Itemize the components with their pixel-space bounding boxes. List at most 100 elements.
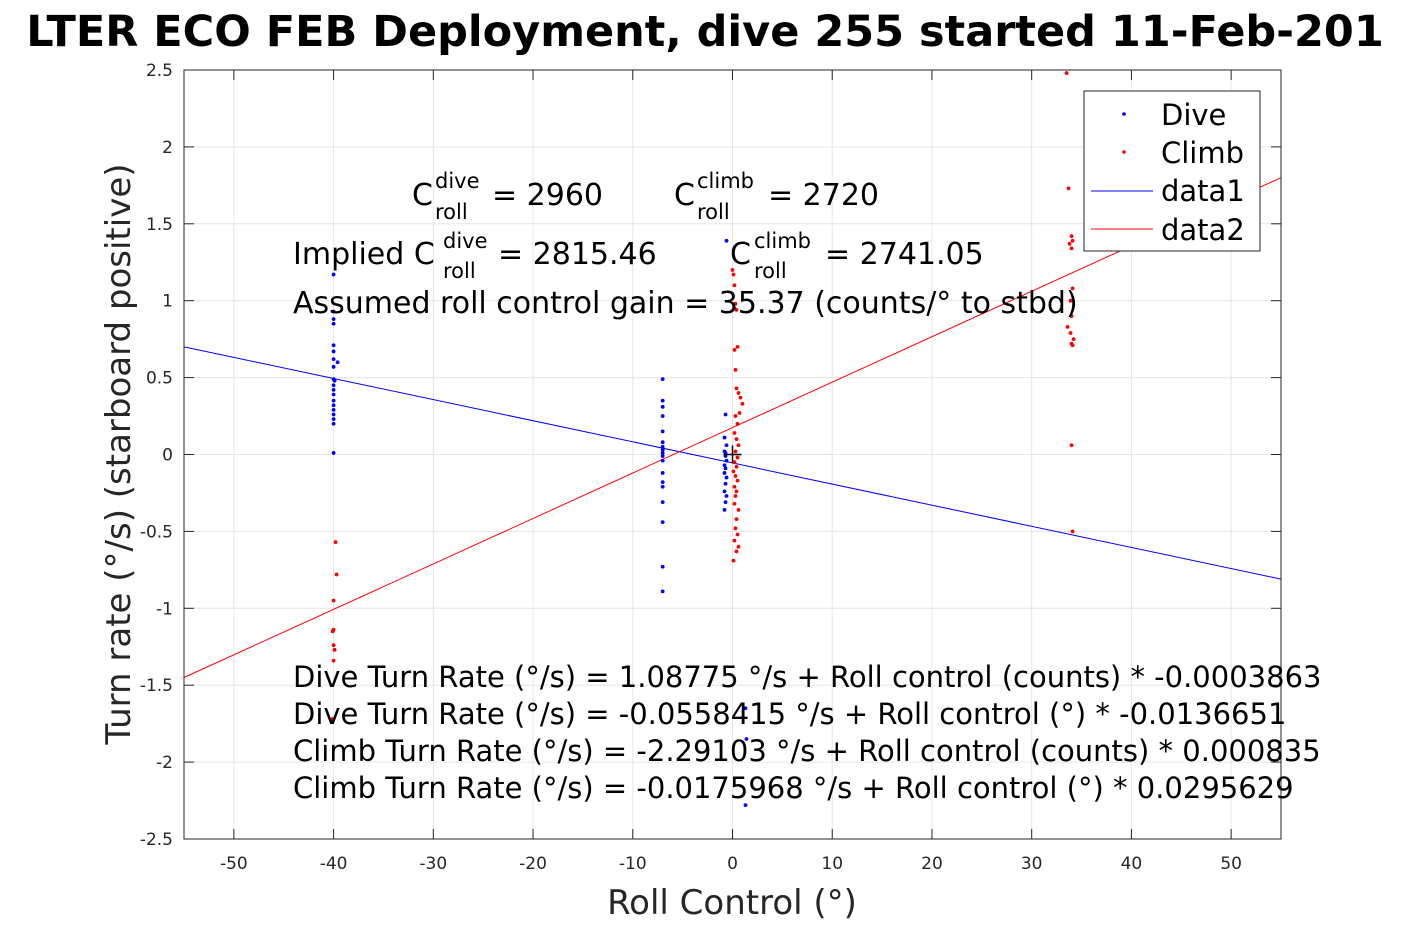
legend-box — [1083, 90, 1261, 252]
point-climb — [732, 538, 737, 543]
point-climb — [1070, 343, 1075, 348]
point-dive — [331, 407, 336, 412]
point-dive — [331, 392, 336, 397]
point-dive — [660, 414, 665, 418]
point-climb — [1071, 337, 1076, 342]
point-climb — [732, 283, 737, 288]
point-climb — [1069, 234, 1074, 239]
point-dive — [331, 317, 336, 322]
point-dive — [331, 357, 336, 362]
point-dive — [331, 417, 336, 422]
point-dive — [660, 451, 665, 455]
y-tick-label: 2.5 — [146, 61, 173, 81]
point-climb — [331, 643, 336, 648]
point-climb — [1069, 246, 1074, 251]
point-dive — [722, 489, 727, 494]
x-tick-label: 20 — [921, 854, 943, 874]
point-climb — [735, 478, 740, 483]
point-dive — [724, 443, 729, 448]
chart-title: LTER ECO FEB Deployment, dive 255 starte… — [26, 7, 1384, 57]
point-dive — [660, 564, 665, 569]
x-tick-label: 40 — [1121, 854, 1143, 874]
point-climb — [735, 455, 740, 460]
point-climb — [330, 717, 335, 721]
point-dive — [331, 383, 336, 388]
x-axis-label-text: Roll Control (°) — [607, 883, 857, 923]
x-tick-label: -50 — [220, 854, 248, 874]
legend-entry-data2: data2 — [1091, 213, 1245, 247]
y-tick-label: -1.5 — [140, 676, 173, 696]
y-axis-label-text: Turn rate (°/s) (starboard positive) — [99, 163, 139, 745]
point-climb — [736, 443, 741, 448]
point-climb — [733, 414, 738, 418]
implied-climb-C: C — [730, 237, 751, 272]
implied-climb-annotation: C climb roll = 2741.05 — [730, 229, 984, 283]
x-axis-label: Roll Control (°) — [607, 883, 857, 923]
x-tick-label: -40 — [320, 854, 348, 874]
point-climb — [738, 395, 743, 400]
point-dive — [743, 803, 748, 808]
point-climb — [735, 344, 740, 349]
point-dive — [331, 388, 336, 392]
point-dive — [331, 398, 336, 403]
point-dive — [660, 471, 665, 475]
c-climb-annotation: C climb roll = 2720 — [674, 169, 879, 224]
c-dive-C: C — [412, 178, 433, 213]
point-climb — [1069, 314, 1074, 318]
point-climb — [1070, 286, 1075, 291]
point-climb — [734, 308, 739, 312]
legend-data1-label: data1 — [1161, 174, 1245, 208]
y-tick-label: -0.5 — [140, 522, 173, 542]
point-dive — [660, 440, 665, 445]
x-tick-label: 50 — [1220, 854, 1242, 874]
point-climb — [736, 391, 741, 395]
y-axis-label: Turn rate (°/s) (starboard positive) — [99, 163, 139, 745]
point-climb — [734, 517, 739, 521]
point-climb — [331, 658, 336, 663]
implied-climb-sub: roll — [754, 259, 787, 283]
c-dive-sup: dive — [435, 169, 480, 193]
equation-dive-degrees: Dive Turn Rate (°/s) = -0.0558415 °/s + … — [293, 697, 1286, 731]
point-dive — [331, 364, 336, 369]
point-climb — [733, 474, 738, 478]
point-dive — [335, 360, 340, 365]
c-dive-sub: roll — [435, 200, 468, 224]
point-climb — [732, 501, 737, 506]
legend-dive-label: Dive — [1161, 98, 1226, 132]
point-dive — [723, 466, 728, 471]
point-climb — [733, 526, 738, 531]
point-climb — [736, 544, 741, 549]
point-dive — [660, 404, 665, 409]
point-climb — [735, 532, 740, 537]
point-dive — [660, 520, 665, 525]
point-climb — [733, 368, 738, 372]
point-climb — [1068, 331, 1073, 335]
implied-climb-sup: climb — [754, 229, 811, 253]
point-climb — [733, 301, 738, 306]
point-climb — [1069, 443, 1074, 448]
point-dive — [722, 463, 727, 468]
gain-annotation: Assumed roll control gain = 35.37 (count… — [293, 286, 1078, 321]
legend: Dive Climb data1 data2 — [1083, 90, 1261, 252]
point-climb — [734, 464, 739, 469]
annotations: C dive roll = 2960 C climb roll = 2720 I… — [293, 169, 1321, 805]
y-tick-label: -2.5 — [140, 830, 173, 850]
point-climb — [330, 629, 335, 634]
point-climb — [731, 558, 736, 563]
c-dive-value: = 2960 — [492, 178, 603, 213]
point-dive — [331, 403, 336, 408]
title-text: LTER ECO FEB Deployment, dive 255 starte… — [26, 7, 1384, 57]
point-dive — [331, 343, 336, 348]
x-tick-label: 0 — [727, 854, 738, 874]
point-dive — [723, 500, 728, 505]
point-dive — [660, 429, 665, 434]
point-dive — [723, 412, 728, 417]
point-dive — [331, 349, 336, 354]
x-tick-label: 30 — [1021, 854, 1043, 874]
point-dive — [660, 480, 665, 485]
x-tick-label: -20 — [519, 854, 547, 874]
legend-dive-marker — [1122, 112, 1126, 116]
point-climb — [737, 411, 742, 415]
point-dive — [331, 309, 336, 314]
